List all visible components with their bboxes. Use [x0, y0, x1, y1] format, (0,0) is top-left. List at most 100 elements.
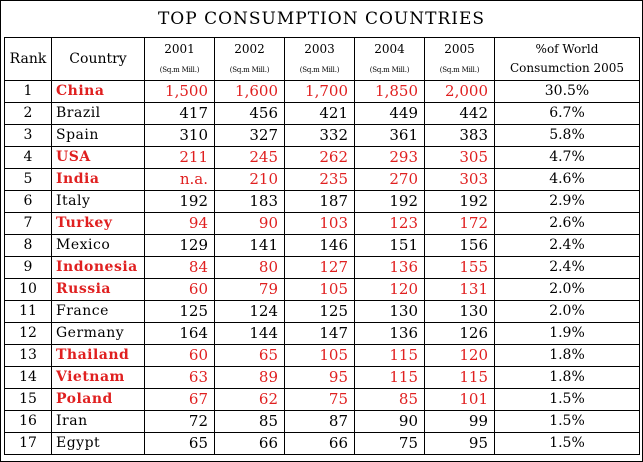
country-cell: Indonesia	[51, 256, 145, 279]
share-cell: 2.9%	[494, 190, 640, 213]
value-cell-2005: 131	[424, 278, 495, 301]
value-cell-2001: 60	[144, 344, 215, 367]
value-cell-2003: 105	[284, 344, 355, 367]
value-cell-2003: 105	[284, 278, 355, 301]
value-cell-2005: 172	[424, 212, 495, 235]
year-label: 2002	[234, 42, 265, 56]
value-cell-2003: 421	[284, 102, 355, 125]
value-cell-2004: 90	[354, 410, 425, 433]
table-row: 2 Brazil 417 456 421 449 442 6.7%	[4, 102, 640, 125]
share-cell: 2.0%	[494, 300, 640, 323]
value-cell-2002: 141	[214, 234, 285, 257]
value-cell-2003: 146	[284, 234, 355, 257]
value-cell-2001: 211	[144, 146, 215, 169]
value-cell-2001: 310	[144, 124, 215, 147]
unit-label: (Sq.m Mill.)	[159, 66, 200, 74]
value-cell-2004: 115	[354, 366, 425, 389]
share-cell: 2.0%	[494, 278, 640, 301]
header-year-2002: 2002 (Sq.m Mill.)	[214, 37, 285, 81]
value-cell-2003: 95	[284, 366, 355, 389]
value-cell-2004: 151	[354, 234, 425, 257]
value-cell-2001: 84	[144, 256, 215, 279]
table-row: 15 Poland 67 62 75 85 101 1.5%	[4, 388, 640, 411]
value-cell-2005: 120	[424, 344, 495, 367]
value-cell-2005: 156	[424, 234, 495, 257]
rank-cell: 12	[4, 322, 52, 345]
value-cell-2001: 67	[144, 388, 215, 411]
value-cell-2005: 192	[424, 190, 495, 213]
rank-cell: 13	[4, 344, 52, 367]
value-cell-2001: 72	[144, 410, 215, 433]
value-cell-2002: 124	[214, 300, 285, 323]
country-cell: Brazil	[51, 102, 145, 125]
value-cell-2001: 1,500	[144, 80, 215, 103]
table-row: 10 Russia 60 79 105 120 131 2.0%	[4, 278, 640, 301]
header-year-2005: 2005 (Sq.m Mill.)	[424, 37, 495, 81]
value-cell-2005: 101	[424, 388, 495, 411]
value-cell-2004: 270	[354, 168, 425, 191]
year-label: 2005	[444, 42, 475, 56]
table-row: 14 Vietnam 63 89 95 115 115 1.8%	[4, 366, 640, 389]
table-row: 7 Turkey 94 90 103 123 172 2.6%	[4, 212, 640, 235]
country-cell: India	[51, 168, 145, 191]
value-cell-2005: 2,000	[424, 80, 495, 103]
country-cell: Thailand	[51, 344, 145, 367]
value-cell-2002: 62	[214, 388, 285, 411]
value-cell-2003: 262	[284, 146, 355, 169]
table-row: 11 France 125 124 125 130 130 2.0%	[4, 300, 640, 323]
unit-label: (Sq.m Mill.)	[229, 66, 270, 74]
country-cell: Russia	[51, 278, 145, 301]
rank-cell: 8	[4, 234, 52, 257]
header-world-share: %of World Consumction 2005	[494, 37, 640, 81]
value-cell-2005: 115	[424, 366, 495, 389]
header-year-2001: 2001 (Sq.m Mill.)	[144, 37, 215, 81]
value-cell-2004: 449	[354, 102, 425, 125]
share-cell: 30.5%	[494, 80, 640, 103]
value-cell-2004: 85	[354, 388, 425, 411]
value-cell-2003: 103	[284, 212, 355, 235]
value-cell-2002: 90	[214, 212, 285, 235]
unit-label: (Sq.m Mill.)	[369, 66, 410, 74]
value-cell-2002: 65	[214, 344, 285, 367]
value-cell-2002: 183	[214, 190, 285, 213]
header-year-2004: 2004 (Sq.m Mill.)	[354, 37, 425, 81]
rank-cell: 7	[4, 212, 52, 235]
value-cell-2001: 129	[144, 234, 215, 257]
table-row: 4 USA 211 245 262 293 305 4.7%	[4, 146, 640, 169]
country-cell: Poland	[51, 388, 145, 411]
share-cell: 2.4%	[494, 234, 640, 257]
value-cell-2002: 80	[214, 256, 285, 279]
value-cell-2002: 327	[214, 124, 285, 147]
rank-cell: 5	[4, 168, 52, 191]
value-cell-2004: 123	[354, 212, 425, 235]
year-label: 2003	[304, 42, 335, 56]
header-country: Country	[51, 37, 145, 81]
header-rank: Rank	[4, 37, 52, 81]
header-year-2003: 2003 (Sq.m Mill.)	[284, 37, 355, 81]
value-cell-2005: 303	[424, 168, 495, 191]
value-cell-2004: 130	[354, 300, 425, 323]
value-cell-2001: 417	[144, 102, 215, 125]
value-cell-2005: 130	[424, 300, 495, 323]
share-cell: 1.5%	[494, 410, 640, 433]
rank-cell: 14	[4, 366, 52, 389]
share-cell: 4.7%	[494, 146, 640, 169]
value-cell-2003: 75	[284, 388, 355, 411]
value-cell-2001: 65	[144, 432, 215, 455]
value-cell-2005: 99	[424, 410, 495, 433]
value-cell-2002: 1,600	[214, 80, 285, 103]
country-cell: Turkey	[51, 212, 145, 235]
table-row: 13 Thailand 60 65 105 115 120 1.8%	[4, 344, 640, 367]
value-cell-2005: 305	[424, 146, 495, 169]
value-cell-2004: 361	[354, 124, 425, 147]
value-cell-2004: 293	[354, 146, 425, 169]
value-cell-2002: 245	[214, 146, 285, 169]
value-cell-2001: 94	[144, 212, 215, 235]
value-cell-2001: 192	[144, 190, 215, 213]
rank-cell: 6	[4, 190, 52, 213]
value-cell-2002: 85	[214, 410, 285, 433]
rank-cell: 15	[4, 388, 52, 411]
value-cell-2002: 210	[214, 168, 285, 191]
value-cell-2004: 75	[354, 432, 425, 455]
